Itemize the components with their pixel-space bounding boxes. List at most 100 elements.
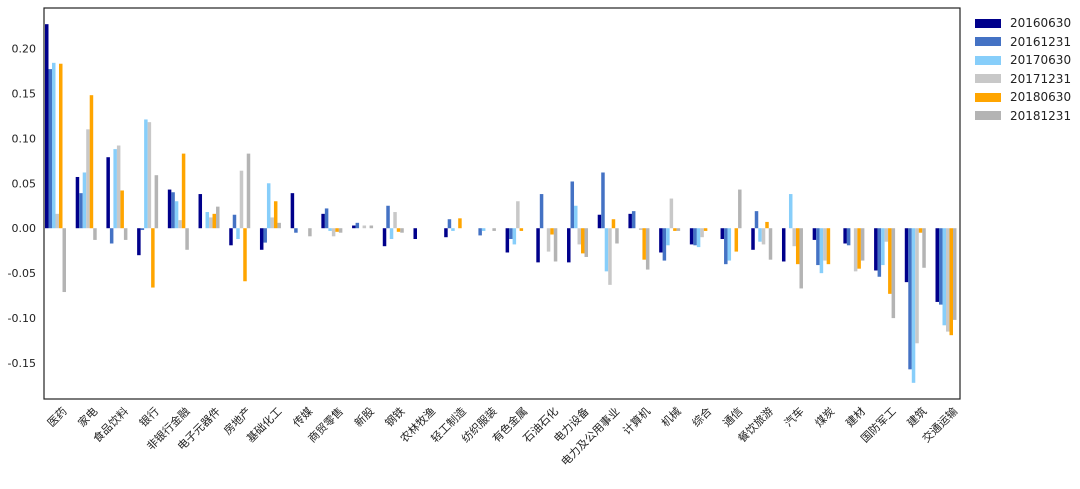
bar-20181231-0	[62, 228, 66, 293]
bar-20170630-6	[236, 228, 240, 240]
bar-20160630-1	[75, 176, 80, 229]
x-tick-label: 建材	[843, 404, 868, 429]
bar-20160630-18	[597, 214, 602, 229]
bar-20171231-24	[792, 228, 796, 247]
legend-item: 20181231	[975, 107, 1071, 126]
bar-20180630-5	[212, 213, 217, 229]
bar-20181231-22	[738, 189, 742, 229]
legend-swatch	[975, 18, 1001, 28]
bar-20171231-6	[239, 170, 244, 229]
bar-20171231-7	[270, 217, 274, 229]
bar-20160630-0	[45, 24, 49, 229]
bar-20171231-5	[209, 217, 213, 229]
bar-20160630-25	[812, 228, 817, 240]
legend-label: 20161231	[1010, 34, 1072, 49]
bar-20161231-26	[846, 228, 851, 246]
x-tick-label: 家电	[75, 404, 100, 429]
bar-20181231-9	[338, 228, 343, 233]
bar-20170630-20	[666, 228, 670, 246]
bars-group	[45, 24, 957, 383]
x-tick-label: 通信	[720, 405, 745, 430]
bar-20161231-17	[570, 181, 575, 229]
bar-20161231-18	[601, 172, 605, 229]
bar-20160630-17	[567, 228, 571, 263]
plot-frame	[43, 7, 961, 400]
bar-20171231-4	[178, 220, 182, 229]
bar-20171231-17	[577, 228, 582, 245]
bar-20181231-1	[93, 228, 97, 240]
bar-20160630-23	[751, 228, 755, 250]
bar-20181231-14	[492, 228, 496, 231]
bar-20160630-21	[689, 228, 694, 245]
bar-20170630-21	[696, 228, 701, 248]
bar-20181231-2	[123, 228, 128, 240]
bar-20160630-11	[382, 228, 387, 247]
bar-20161231-9	[324, 208, 329, 229]
bar-20160630-3	[137, 228, 141, 256]
bar-20180630-19	[642, 228, 646, 260]
bar-20181231-16	[553, 228, 558, 262]
bar-20181231-17	[584, 228, 589, 257]
bar-20160630-24	[781, 228, 786, 262]
bar-20170630-18	[604, 228, 609, 272]
bar-20171231-2	[116, 145, 121, 229]
bar-20170630-11	[389, 228, 394, 240]
bar-20161231-3	[140, 228, 145, 231]
x-tick-label: 建筑	[904, 404, 929, 429]
bar-20170630-29	[942, 228, 946, 326]
bar-20180630-26	[857, 228, 861, 269]
bar-20170630-28	[911, 228, 916, 383]
bar-20181231-29	[953, 228, 957, 320]
bar-20171231-23	[761, 228, 766, 245]
legend-swatch	[975, 55, 1001, 65]
bar-20181231-24	[799, 228, 803, 289]
bar-20160630-16	[536, 228, 540, 263]
bar-20161231-4	[171, 192, 175, 229]
bar-20160630-12	[413, 228, 417, 240]
bar-20180630-29	[949, 228, 953, 336]
legend-label: 20170630	[1010, 53, 1072, 68]
bar-20180630-24	[795, 228, 800, 265]
bar-20170630-4	[174, 201, 179, 229]
bar-20180630-3	[151, 228, 155, 288]
bar-20160630-8	[290, 193, 295, 229]
y-axis: -0.15 -0.10 -0.05 0.00 0.05 0.10 0.15 0.20	[8, 42, 36, 370]
y-tick-label: 0.00	[12, 222, 37, 235]
bar-20180630-16	[550, 228, 554, 235]
bar-20180630-4	[181, 153, 186, 229]
bar-20181231-26	[860, 228, 865, 261]
legend-label: 20171231	[1010, 71, 1072, 86]
legend-swatch	[975, 74, 1001, 84]
bar-20180630-17	[581, 228, 585, 254]
bar-20181231-28	[922, 228, 926, 268]
legend-item: 20161231	[975, 33, 1071, 52]
bar-20161231-14	[478, 228, 482, 236]
bar-20161231-7	[263, 228, 267, 243]
bar-20171231-0	[55, 213, 59, 229]
bar-20161231-13	[447, 219, 452, 229]
bar-20181231-20	[676, 228, 681, 231]
y-tick-label: -0.10	[8, 312, 36, 325]
bar-20181231-10	[369, 225, 374, 229]
legend-label: 20180630	[1010, 90, 1072, 105]
bar-20170630-7	[266, 183, 271, 229]
bar-20171231-10	[362, 225, 367, 229]
bar-20171231-25	[823, 228, 827, 261]
bar-20160630-10	[352, 225, 356, 229]
x-tick-label: 医药	[45, 405, 70, 430]
bar-20160630-4	[167, 189, 172, 229]
bar-20160630-6	[229, 228, 233, 246]
bar-20170630-25	[819, 228, 824, 274]
legend-label: 20181231	[1010, 108, 1072, 123]
bar-20170630-17	[574, 205, 578, 229]
bar-20180630-28	[918, 228, 923, 233]
bar-20161231-16	[539, 194, 544, 229]
bar-20161231-21	[693, 228, 697, 246]
bar-20170630-13	[451, 228, 455, 231]
bar-20161231-6	[232, 214, 237, 229]
bar-20171231-3	[147, 122, 152, 229]
y-tick-label: 0.05	[12, 177, 37, 190]
bar-20180630-18	[611, 219, 616, 229]
bar-20180630-21	[703, 228, 708, 231]
bar-20181231-6	[246, 153, 251, 229]
